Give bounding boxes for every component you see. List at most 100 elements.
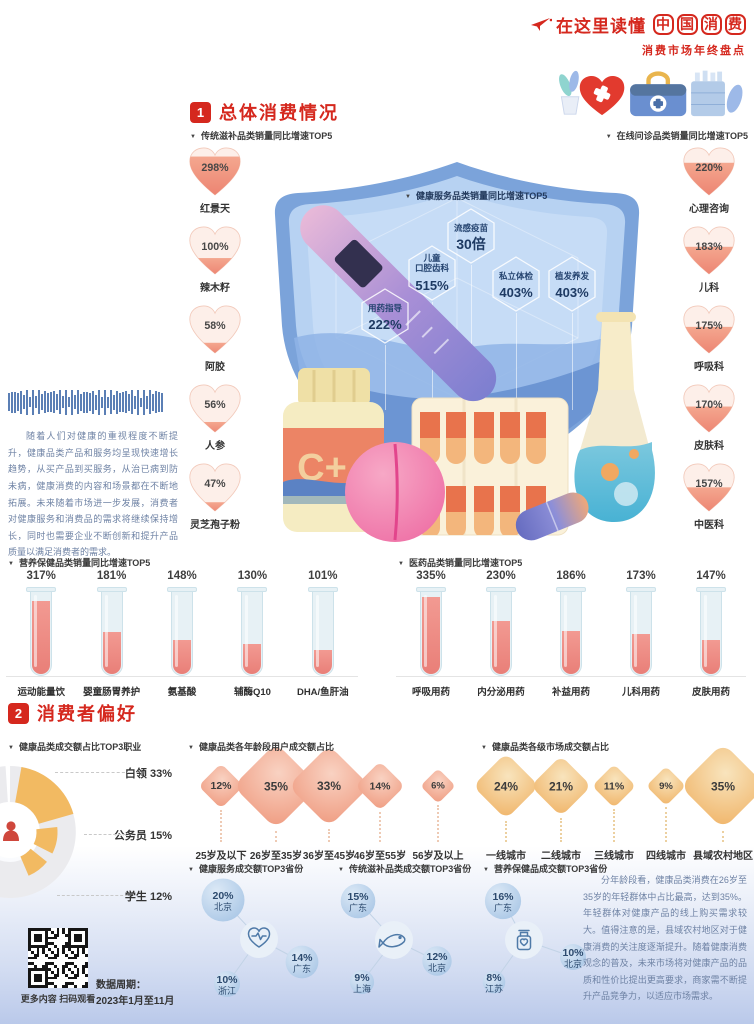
heart-icon: 175% [683, 305, 735, 354]
test-tube-stat: 101% DHA/鱼肝油 [288, 570, 358, 698]
diamond-stat: 24% [472, 752, 540, 820]
stat-label: 中医科 [694, 520, 724, 531]
stat-label: 北京 [428, 962, 446, 973]
test-tube-icon [416, 587, 446, 676]
stat-value: 230% [486, 570, 516, 582]
stat-value: 12% [426, 951, 448, 963]
hexagon-stat: 流感疫苗 30倍 [447, 208, 495, 264]
stat-value: 403% [555, 285, 589, 300]
heart-icon: 47% [189, 463, 241, 512]
stat-label: 广东 [349, 902, 367, 913]
hexagon-stem [471, 265, 472, 410]
stat-label: 内分泌用药 [477, 687, 525, 698]
test-tube-icon [626, 587, 656, 676]
test-tube-stat: 147% 皮肤用药 [676, 570, 746, 698]
diamond-stem [505, 821, 507, 842]
diamond-stem [665, 807, 667, 842]
hexagon-stem [516, 313, 517, 410]
paper-plane-icon [531, 18, 552, 31]
page-title: 在这里读懂 中国消费 [530, 12, 746, 37]
test-tube-icon [26, 587, 57, 676]
stat-value: 101% [308, 570, 338, 582]
medical-illustration: C+ [283, 205, 655, 542]
diamond-stem [275, 831, 277, 842]
heart-stat: 157% 中医科 [678, 462, 740, 531]
heart-stat: 175% 呼吸科 [678, 304, 740, 373]
diamond-stem [379, 812, 381, 842]
donut-label: 学生 12% [124, 891, 172, 903]
province-bubble: 20% 北京 [201, 878, 245, 922]
stat-label: 辅酶Q10 [233, 687, 271, 698]
stat-label: 26岁至35岁 [249, 851, 303, 862]
stat-value: 56% [204, 399, 226, 411]
diamond-stat: 12% [198, 763, 244, 809]
stat-label: 皮肤用药 [691, 687, 730, 698]
stat-value: 186% [556, 570, 586, 582]
stat-value: 148% [167, 570, 197, 582]
stat-value: 403% [499, 285, 533, 300]
stat-value: 10% [562, 947, 584, 959]
stat-value: 317% [26, 570, 56, 582]
title-boxed-char: 国 [677, 14, 698, 35]
stat-value: 14% [291, 952, 313, 964]
province-bubble: 9% 上海 [349, 969, 375, 995]
chart-title-nutrition: 营养保健品类销量同比增速TOP5 [8, 556, 150, 569]
section-2-title: 2 消费者偏好 [8, 700, 137, 726]
stat-value: 9% [659, 780, 673, 792]
diamond-stat: 14% [355, 761, 405, 811]
stat-label: 浙江 [218, 985, 236, 996]
diamond-stem [560, 818, 562, 842]
title-boxed-chars: 中国消费 [650, 14, 746, 35]
test-tube-stat: 230% 内分泌用药 [466, 570, 536, 698]
stat-value: 222% [368, 317, 402, 332]
stat-value: 47% [204, 478, 226, 490]
donut-label: 公务员 15% [113, 830, 172, 842]
stat-label: 儿科 [699, 283, 719, 294]
province-bubble-chart-tonics: 15% 广东 12% 北京 9% 上海 [340, 883, 452, 995]
test-tube-icon [167, 587, 198, 676]
diamond-stem [328, 829, 330, 842]
diamond-stat: 11% [592, 764, 636, 808]
svg-text:私立体检: 私立体检 [498, 271, 534, 281]
province-bubble-chart-services: 20% 北京 14% 广东 10% 浙江 [201, 878, 319, 997]
stat-label: 36岁至45岁 [302, 851, 356, 862]
diamond-stem [437, 805, 439, 842]
stat-label: 上海 [353, 983, 371, 994]
hexagon-stat: 私立体检 403% [492, 256, 540, 312]
heart-stat: 47% 灵芝孢子粉 [184, 462, 246, 531]
svg-text:儿童: 儿童 [422, 253, 441, 263]
heart-icon: 170% [683, 384, 735, 433]
first-aid-illustration [559, 70, 743, 117]
stat-value: 183% [695, 241, 723, 253]
title-boxed-char: 中 [653, 14, 674, 35]
stat-label: 25岁及以下 [195, 851, 247, 862]
page-subtitle: 消费市场年终盘点 [642, 45, 746, 57]
heart-icon: 220% [683, 147, 735, 196]
heart-icon: 56% [189, 384, 241, 433]
occupation-donut-chart [0, 766, 76, 898]
stat-value: 35% [710, 779, 736, 793]
test-tube-stat: 148% 氨基酸 [147, 570, 217, 698]
heart-stat: 58% 阿胶 [184, 304, 246, 373]
stat-value: 24% [493, 779, 519, 793]
hexagon-stem [572, 313, 573, 410]
chart-title-pharma: 医药品类销量同比增速TOP5 [398, 556, 522, 569]
masthead: 在这里读懂 中国消费 消费市场年终盘点 [530, 12, 746, 125]
stat-value: 173% [626, 570, 656, 582]
test-tube-stat: 186% 补益用药 [536, 570, 606, 698]
stat-value: 58% [204, 320, 226, 332]
heart-icon: 183% [683, 226, 735, 275]
title-boxed-char: 费 [725, 14, 746, 35]
stat-value: 335% [416, 570, 446, 582]
tube-chart-nutrition: 317% 运动能量饮 181% 婴童肠胃养护 148% 氨基酸 130% 辅酶Q… [6, 570, 358, 698]
fish-icon [378, 933, 406, 948]
stat-label: 辣木籽 [200, 283, 230, 294]
diamond-stem [613, 809, 615, 842]
stat-value: 6% [431, 780, 445, 792]
province-bubble: 8% 江苏 [482, 970, 506, 994]
diamond-stem [220, 810, 222, 842]
heart-stat: 183% 儿科 [678, 225, 740, 294]
stat-value: 16% [492, 891, 514, 903]
test-tube-stat: 173% 儿科用药 [606, 570, 676, 698]
chart-title-age-groups: 健康品类各年龄段用户成交额占比 [188, 740, 334, 753]
